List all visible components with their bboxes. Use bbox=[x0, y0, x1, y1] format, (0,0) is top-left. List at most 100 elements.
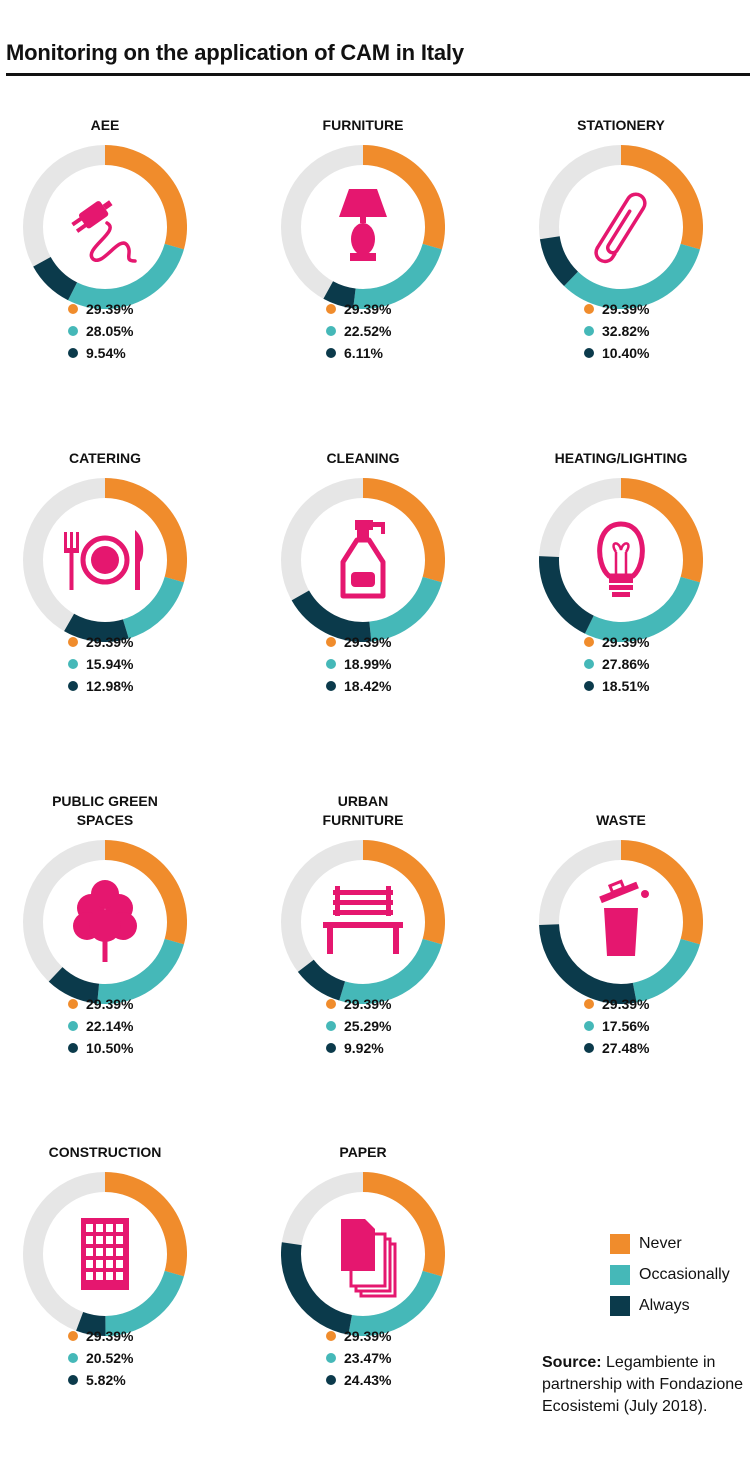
chart-title-line: PAPER bbox=[339, 1144, 387, 1160]
legend-dot-always bbox=[584, 681, 594, 691]
data-label-never: 29.39% bbox=[86, 634, 134, 650]
lightbulb-icon bbox=[597, 521, 645, 597]
percentage-row-always: 18.42% bbox=[326, 675, 391, 697]
chart-title-line: CATERING bbox=[68, 450, 142, 466]
percentage-row-never: 29.39% bbox=[326, 631, 391, 653]
percentage-row-occasionally: 28.05% bbox=[68, 320, 133, 342]
percentage-row-occasionally: 25.29% bbox=[326, 1015, 391, 1037]
plug-icon bbox=[71, 200, 137, 263]
legend-dot-always bbox=[68, 348, 78, 358]
tree-icon bbox=[73, 880, 137, 962]
chart-construction: CONSTRUCTION 29.39% 20.52% 5.82% bbox=[0, 1122, 220, 1422]
percentage-row-occasionally: 27.86% bbox=[584, 653, 649, 675]
legend-dot-never bbox=[68, 1331, 78, 1341]
data-label-never: 29.39% bbox=[344, 996, 392, 1012]
percentage-row-always: 9.92% bbox=[326, 1037, 391, 1059]
percentage-row-always: 27.48% bbox=[584, 1037, 649, 1059]
donut-segment-always bbox=[323, 281, 357, 309]
legend-dot-always bbox=[326, 1375, 336, 1385]
chart-title-text: URBAN FURNITURE bbox=[323, 792, 404, 830]
donut-segment-occasionally bbox=[122, 576, 184, 639]
percentage-list: 29.39% 25.29% 9.92% bbox=[326, 993, 391, 1059]
chart-title-line: HEATING/LIGHTING bbox=[554, 450, 688, 466]
donut-segment-occasionally bbox=[348, 1270, 442, 1336]
paperclip-icon bbox=[594, 192, 647, 264]
chart-title-text: PAPER bbox=[339, 1143, 386, 1162]
legend-label-never: Never bbox=[639, 1234, 682, 1252]
legend-swatch-never bbox=[610, 1233, 630, 1254]
chart-title-text: PUBLIC GREEN SPACES bbox=[52, 792, 158, 830]
chart-title-line: WASTE bbox=[596, 812, 646, 828]
chart-catering: CATERING 29.39% 15.94% 12.98% bbox=[0, 428, 220, 728]
legend-dot-occasionally bbox=[584, 1021, 594, 1031]
data-label-occasionally: 32.82% bbox=[602, 323, 650, 339]
chart-title-text: CLEANING bbox=[326, 449, 399, 468]
donut-chart bbox=[23, 478, 187, 642]
legend-dot-never bbox=[584, 999, 594, 1009]
data-label-occasionally: 22.52% bbox=[344, 323, 392, 339]
chart-stationery: STATIONERY 29.39% 32.82% 10.40% bbox=[506, 95, 736, 395]
donut-segment-occasionally bbox=[68, 243, 184, 309]
percentage-row-always: 10.50% bbox=[68, 1037, 133, 1059]
chart-title: CATERING bbox=[0, 428, 220, 468]
chart-title: HEATING/LIGHTING bbox=[506, 428, 736, 468]
legend-dot-occasionally bbox=[326, 659, 336, 669]
data-label-never: 29.39% bbox=[344, 634, 392, 650]
donut-chart bbox=[539, 145, 703, 309]
data-label-always: 9.92% bbox=[344, 1040, 384, 1056]
percentage-list: 29.39% 18.99% 18.42% bbox=[326, 631, 391, 697]
percentage-row-always: 10.40% bbox=[584, 342, 649, 364]
donut-segment-occasionally bbox=[97, 938, 184, 1004]
data-label-always: 18.42% bbox=[344, 678, 392, 694]
chart-urban-furniture: URBAN FURNITURE 29.39% 25.29% 9.92% bbox=[248, 790, 478, 1090]
percentage-row-never: 29.39% bbox=[584, 993, 649, 1015]
legend-item-occasionally: Occasionally bbox=[610, 1259, 730, 1290]
legend-dot-never bbox=[326, 1331, 336, 1341]
chart-title-text: AEE bbox=[91, 116, 120, 135]
donut-segment-occasionally bbox=[339, 938, 442, 1004]
legend-dot-occasionally bbox=[68, 1353, 78, 1363]
source-label: Source: bbox=[542, 1354, 602, 1371]
legend-dot-never bbox=[68, 637, 78, 647]
percentage-row-occasionally: 23.47% bbox=[326, 1347, 391, 1369]
donut-segment-never bbox=[104, 478, 187, 583]
bench-icon bbox=[323, 886, 403, 954]
data-label-always: 6.11% bbox=[344, 345, 383, 361]
legend-dot-occasionally bbox=[326, 1021, 336, 1031]
donut-segment-never bbox=[362, 478, 445, 583]
data-label-never: 29.39% bbox=[344, 1328, 392, 1344]
data-label-occasionally: 28.05% bbox=[86, 323, 134, 339]
data-label-never: 29.39% bbox=[602, 634, 650, 650]
percentage-row-always: 24.43% bbox=[326, 1369, 391, 1391]
chart-title-line: FURNITURE bbox=[322, 812, 404, 828]
legend-dot-occasionally bbox=[584, 326, 594, 336]
data-label-always: 10.50% bbox=[86, 1040, 134, 1056]
donut-segment-always bbox=[539, 235, 579, 287]
legend-dot-always bbox=[326, 348, 336, 358]
data-label-occasionally: 18.99% bbox=[344, 656, 392, 672]
legend-item-never: Never bbox=[610, 1228, 730, 1259]
page-title: Monitoring on the application of CAM in … bbox=[6, 40, 464, 65]
legend-dot-occasionally bbox=[68, 326, 78, 336]
data-label-never: 29.39% bbox=[86, 1328, 134, 1344]
source-text: Legambiente in partnership with Fondazio… bbox=[542, 1354, 744, 1415]
chart-title-text: WASTE bbox=[596, 811, 646, 830]
data-label-always: 18.51% bbox=[602, 678, 650, 694]
percentage-list: 29.39% 15.94% 12.98% bbox=[68, 631, 133, 697]
data-label-never: 29.39% bbox=[86, 301, 134, 317]
data-label-occasionally: 23.47% bbox=[344, 1350, 392, 1366]
percentage-row-occasionally: 18.99% bbox=[326, 653, 391, 675]
data-label-always: 5.82% bbox=[86, 1372, 126, 1388]
data-label-occasionally: 20.52% bbox=[86, 1350, 134, 1366]
percentage-row-occasionally: 15.94% bbox=[68, 653, 133, 675]
donut-segment-never bbox=[104, 840, 187, 945]
chart-title-line: FURNITURE bbox=[322, 117, 404, 133]
donut-chart bbox=[281, 145, 445, 309]
legend-dot-occasionally bbox=[326, 326, 336, 336]
percentage-row-never: 29.39% bbox=[68, 993, 133, 1015]
percentage-list: 29.39% 28.05% 9.54% bbox=[68, 298, 133, 364]
percentage-row-never: 29.39% bbox=[584, 298, 649, 320]
legend-dot-never bbox=[584, 637, 594, 647]
donut-chart bbox=[539, 478, 703, 642]
percentage-row-occasionally: 22.14% bbox=[68, 1015, 133, 1037]
